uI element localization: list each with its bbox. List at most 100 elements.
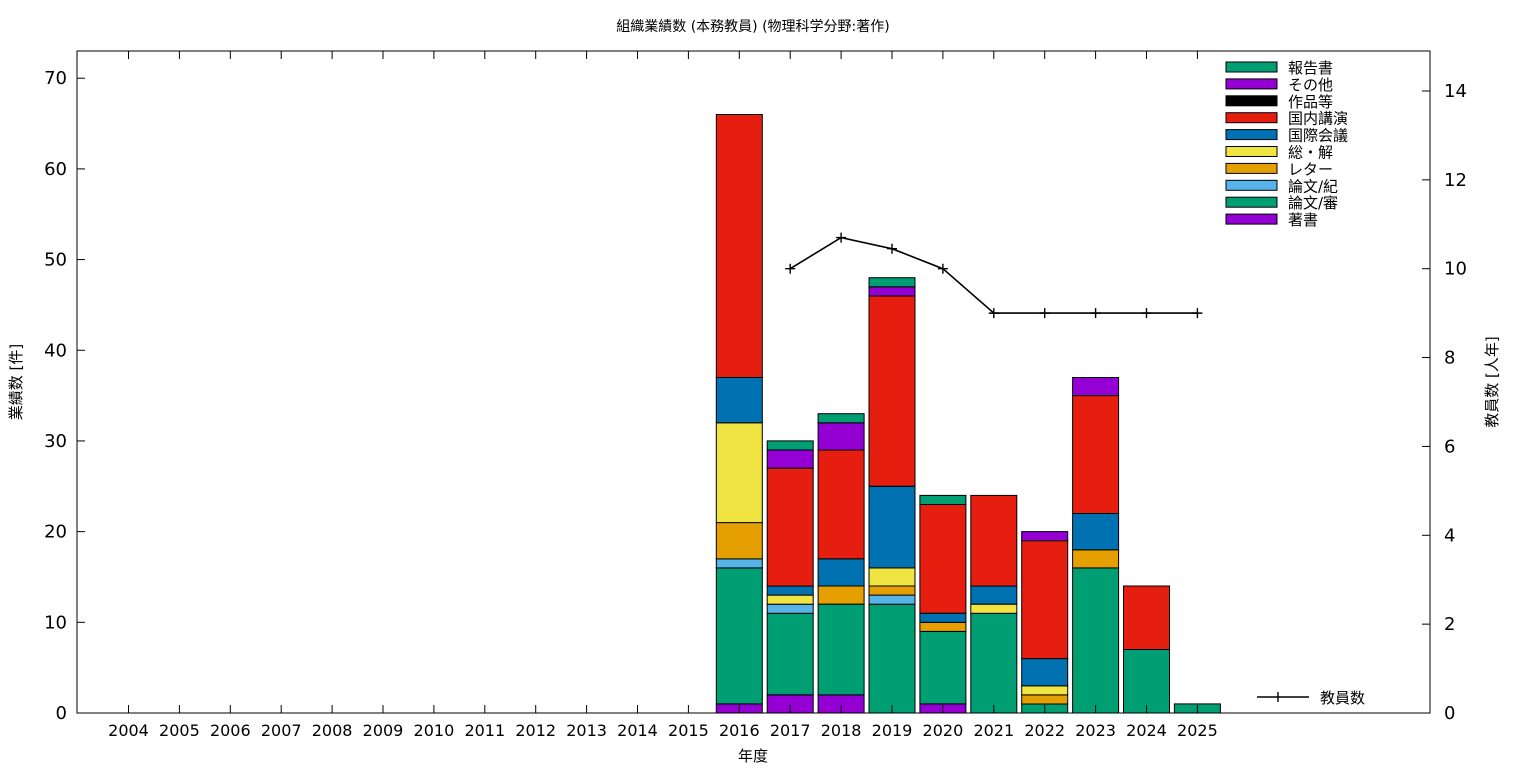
y2-tick-label-8: 8 — [1444, 348, 1455, 369]
legend-label-6: レター — [1288, 160, 1333, 178]
legend-swatch-4 — [1225, 129, 1278, 141]
bar-2017-series-4 — [766, 594, 814, 605]
y-tick-label-0: 0 — [56, 703, 67, 724]
legend-swatch-3 — [1225, 112, 1278, 124]
y-tick-label-50: 50 — [44, 250, 67, 271]
bar-2024-series-1 — [1123, 649, 1170, 714]
x-tick-label-2023: 2023 — [1075, 721, 1116, 740]
legend-label-7: 論文/紀 — [1288, 177, 1338, 195]
bar-2017-series-8 — [766, 449, 814, 469]
bar-2021-series-5 — [970, 585, 1018, 605]
axes-layer: 0 10 20 30 40 50 60 70 0 2 4 6 8 10 12 14 2004 2005 2006 20… — [44, 50, 1467, 740]
x-tick-label-2011: 2011 — [464, 721, 505, 740]
bar-2019-series-8 — [868, 286, 916, 297]
plot-frame — [76, 50, 1431, 714]
bar-2016-series-6 — [715, 114, 763, 378]
legend-label-3: 国内講演 — [1288, 110, 1348, 128]
legend-label-9: 著書 — [1288, 211, 1318, 229]
bar-2023-series-5 — [1072, 513, 1120, 551]
legend-swatch-7 — [1225, 179, 1278, 191]
bar-2016-series-4 — [715, 422, 763, 524]
bar-2021-series-4 — [970, 603, 1018, 614]
bar-2020-series-5 — [919, 612, 967, 623]
y2-tick-label-14: 14 — [1444, 81, 1467, 102]
bar-2022-series-3 — [1021, 694, 1069, 705]
x-tick-label-2014: 2014 — [617, 721, 658, 740]
bar-2019-series-2 — [868, 594, 916, 605]
legend-label-2: 作品等 — [1288, 93, 1333, 111]
bar-2019-series-5 — [868, 485, 916, 569]
line-point-2024 — [1141, 308, 1152, 319]
x-tick-label-2024: 2024 — [1126, 721, 1167, 740]
chart-title: 組織業績数 (本務教員) (物理科学分野:著作) — [616, 19, 889, 35]
y2-tick-label-2: 2 — [1444, 614, 1455, 635]
bar-2021-series-1 — [970, 612, 1018, 714]
line-point-2019 — [887, 243, 897, 254]
y-tick-label-10: 10 — [44, 612, 67, 633]
x-tick-label-2007: 2007 — [261, 721, 302, 740]
bar-2022-series-8 — [1021, 531, 1069, 542]
legend-swatch-6 — [1225, 162, 1278, 174]
x-tick-label-2019: 2019 — [872, 721, 913, 740]
legend-swatch-2 — [1225, 95, 1278, 107]
bar-2018-series-1 — [817, 603, 865, 696]
line-point-2017 — [785, 263, 796, 274]
x-tick-label-2008: 2008 — [312, 721, 353, 740]
y2-tick-label-6: 6 — [1444, 436, 1455, 457]
bar-2018-series-8 — [817, 422, 865, 451]
bars-layer — [715, 114, 1221, 714]
bar-2018-series-6 — [817, 449, 865, 560]
line-point-2025 — [1192, 308, 1203, 319]
x-tick-label-2015: 2015 — [668, 721, 709, 740]
legend-swatch-5 — [1225, 146, 1278, 157]
legend-swatch-8 — [1225, 196, 1278, 208]
bar-2019-series-9 — [868, 277, 916, 288]
y2-tick-label-4: 4 — [1444, 525, 1455, 546]
x-tick-label-2021: 2021 — [973, 721, 1014, 740]
x-tick-label-2025: 2025 — [1177, 721, 1218, 740]
line-series-faculty — [789, 236, 1198, 314]
line-point-2018 — [836, 232, 847, 243]
bar-2016-series-5 — [715, 377, 763, 424]
x-tick-label-2013: 2013 — [566, 721, 607, 740]
bar-2019-series-4 — [868, 567, 916, 587]
bar-2018-series-3 — [817, 585, 865, 605]
legend-swatch-1 — [1225, 78, 1278, 90]
bar-2019-series-6 — [868, 295, 916, 487]
x-tick-label-2004: 2004 — [108, 721, 149, 740]
bar-2018-series-9 — [817, 413, 865, 424]
bar-2023-series-8 — [1072, 377, 1120, 397]
bar-2021-series-6 — [970, 494, 1018, 587]
x-tick-label-2016: 2016 — [719, 721, 760, 740]
y2-tick-label-12: 12 — [1444, 170, 1467, 191]
x-tick-label-2017: 2017 — [770, 721, 811, 740]
bar-2022-series-6 — [1021, 540, 1069, 660]
x-tick-label-2012: 2012 — [515, 721, 556, 740]
bar-2019-series-1 — [868, 603, 916, 714]
legend-label-8: 論文/審 — [1288, 194, 1338, 212]
bar-2018-series-5 — [817, 558, 865, 587]
x-tick-label-2020: 2020 — [923, 721, 964, 740]
bar-2017-series-9 — [766, 440, 814, 451]
y-tick-label-20: 20 — [44, 522, 67, 543]
x-axis-label: 年度 — [738, 747, 768, 765]
x-tick-label-2009: 2009 — [363, 721, 404, 740]
legend-label-1: その他 — [1288, 76, 1333, 94]
bar-2022-series-4 — [1021, 685, 1069, 696]
bar-2020-series-3 — [919, 621, 967, 632]
x-tick-label-2022: 2022 — [1024, 721, 1065, 740]
line-layer — [785, 232, 1203, 319]
bar-2019-series-3 — [868, 585, 916, 596]
y-tick-label-40: 40 — [44, 340, 67, 361]
x-tick-label-2010: 2010 — [414, 721, 455, 740]
bar-2023-series-1 — [1072, 567, 1120, 714]
line-point-2020 — [937, 263, 948, 274]
legend-line-label: 教員数 — [1320, 689, 1365, 707]
bar-2022-series-5 — [1021, 658, 1069, 687]
legend-label-5: 総・解 — [1288, 144, 1333, 162]
x-tick-label-2005: 2005 — [159, 721, 200, 740]
line-point-2021 — [988, 308, 999, 319]
legend-label-4: 国際会議 — [1288, 127, 1348, 145]
